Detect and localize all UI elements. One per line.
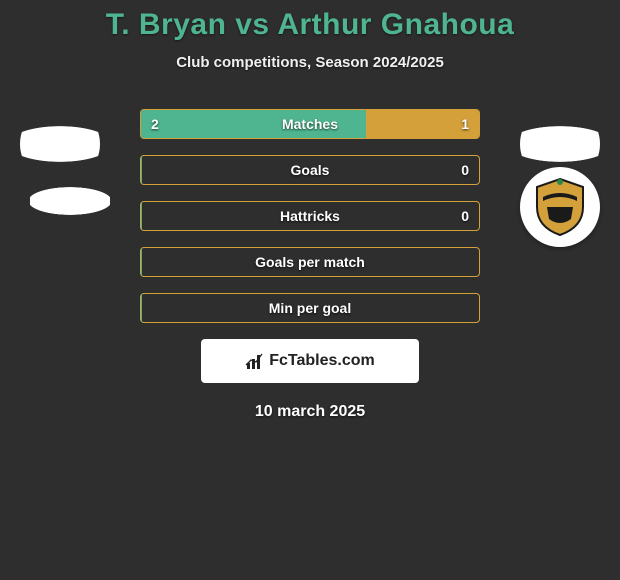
left-badge-ellipse-2 (30, 171, 110, 231)
comparison-infographic: T. Bryan vs Arthur Gnahoua Club competit… (0, 0, 620, 421)
bar-right-value: 1 (461, 116, 469, 132)
branding-text: FcTables.com (269, 352, 375, 370)
stat-bar: 0 Hattricks (140, 201, 480, 231)
bar-label: Goals per match (255, 254, 365, 270)
bar-left-fill (141, 156, 142, 184)
date-label: 10 march 2025 (0, 403, 620, 421)
stat-bar: Min per goal (140, 293, 480, 323)
bar-left-value: 2 (151, 116, 159, 132)
stat-bar: 2 1 Matches (140, 109, 480, 139)
branding-badge: FcTables.com (201, 339, 419, 383)
bar-left-fill (141, 248, 142, 276)
bar-right-value: 0 (461, 208, 469, 224)
bar-label: Matches (282, 116, 338, 132)
stat-bar: 0 Goals (140, 155, 480, 185)
bar-label: Goals (291, 162, 330, 178)
stat-row: Goals per match (0, 247, 620, 277)
right-club-crest (520, 167, 600, 247)
bar-label: Min per goal (269, 300, 351, 316)
stat-row: Min per goal (0, 293, 620, 323)
bar-label: Hattricks (280, 208, 340, 224)
shield-icon (533, 177, 587, 237)
stat-bar: Goals per match (140, 247, 480, 277)
subtitle: Club competitions, Season 2024/2025 (0, 54, 620, 71)
bar-left-fill (141, 202, 142, 230)
bar-left-fill (141, 294, 142, 322)
bar-right-value: 0 (461, 162, 469, 178)
bar-chart-icon (245, 351, 265, 371)
page-title: T. Bryan vs Arthur Gnahoua (0, 8, 620, 42)
stat-rows: 2 1 Matches 0 Goals 0 Hattricks Goals per match… (0, 109, 620, 323)
